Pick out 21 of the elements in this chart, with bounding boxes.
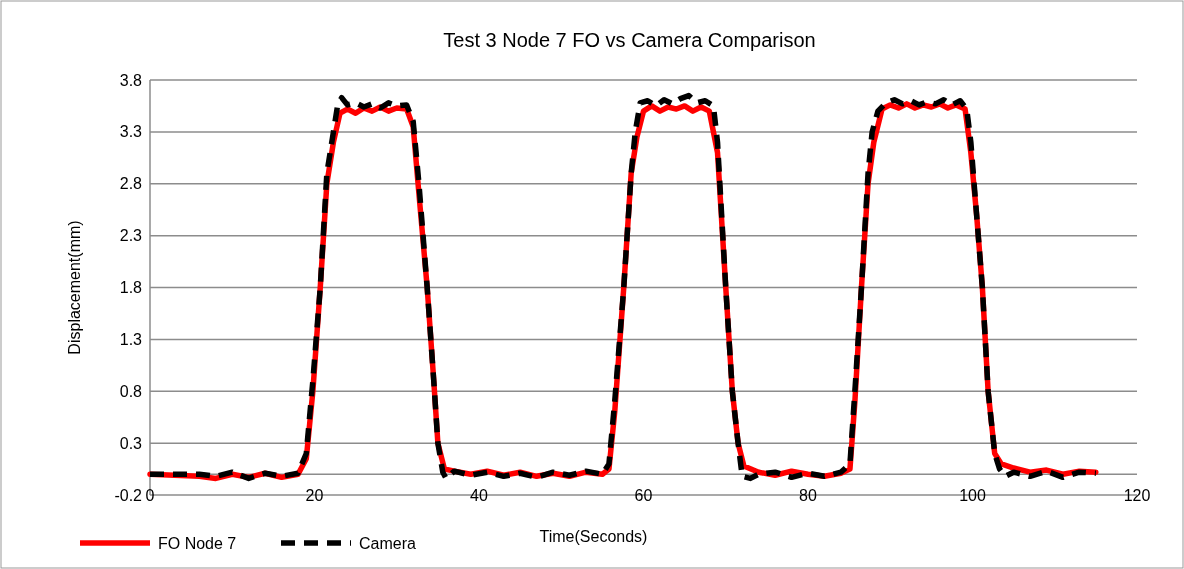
x-tick-label: 120	[1123, 486, 1151, 504]
y-tick-label: 1.3	[119, 330, 143, 348]
y-tick-label: 0.3	[119, 434, 143, 452]
legend-label: Camera	[359, 534, 417, 552]
chart-title: Test 3 Node 7 FO vs Camera Comparison	[443, 29, 816, 51]
y-tick-label: 2.3	[119, 227, 143, 245]
legend-label: FO Node 7	[158, 534, 237, 552]
y-tick-label: 3.3	[119, 123, 143, 141]
y-tick-label: -0.2	[114, 486, 143, 504]
y-tick-label: 2.8	[119, 175, 143, 193]
y-tick-label: 0.8	[119, 382, 143, 400]
x-tick-label: 20	[305, 486, 324, 504]
y-axis-title: Displacement(mm)	[66, 220, 83, 355]
x-tick-label: 100	[959, 486, 986, 504]
x-axis-title: Time(Seconds)	[539, 528, 648, 545]
x-tick-label: 40	[470, 486, 488, 504]
y-tick-label: 1.8	[119, 279, 143, 297]
x-tick-label: 0	[145, 486, 155, 504]
y-tick-label: 3.8	[119, 71, 143, 89]
x-tick-label: 60	[634, 486, 653, 504]
x-tick-label: 80	[799, 486, 817, 504]
